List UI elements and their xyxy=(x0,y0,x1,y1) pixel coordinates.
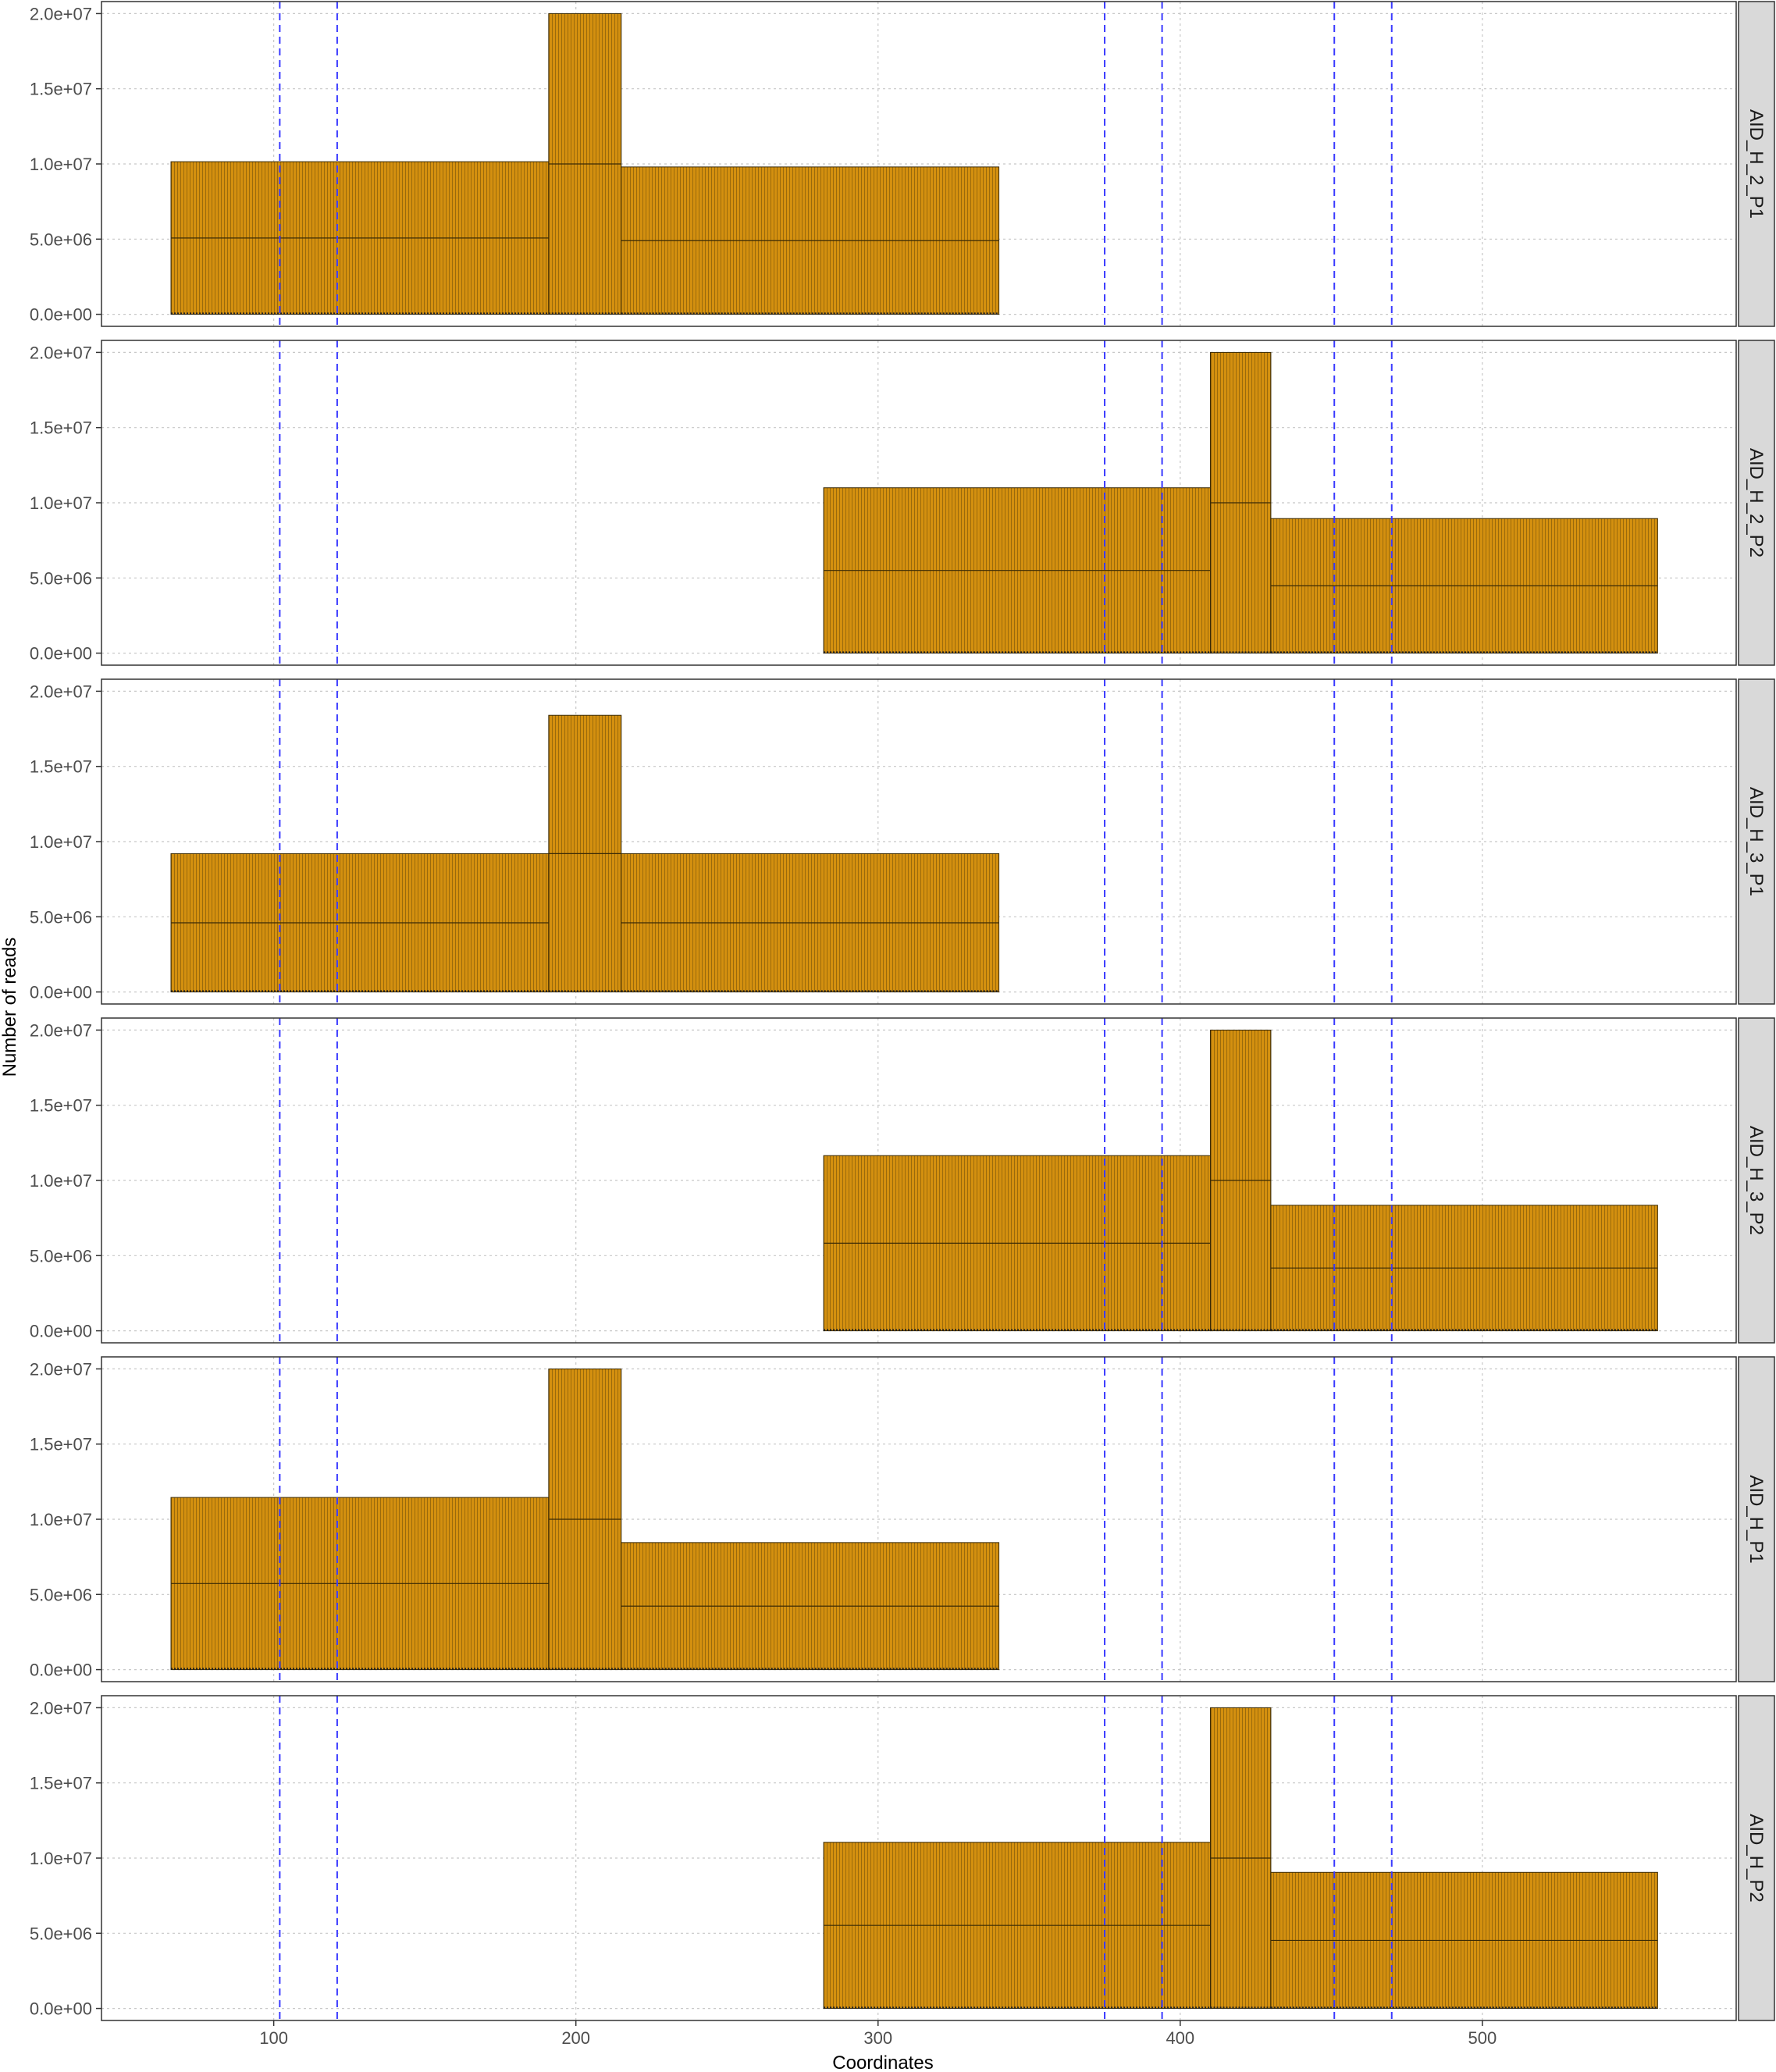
y-tick-label: 2.0e+07 xyxy=(30,1359,92,1379)
y-tick-label: 5.0e+06 xyxy=(30,1246,92,1266)
y-tick-label: 0.0e+00 xyxy=(30,1999,92,2019)
y-tick-label: 5.0e+06 xyxy=(30,907,92,927)
facet-strip xyxy=(1738,1695,1775,2021)
y-tick-label: 5.0e+06 xyxy=(30,1924,92,1943)
y-tick-label: 5.0e+06 xyxy=(30,1585,92,1604)
y-tick-label: 1.0e+07 xyxy=(30,1510,92,1529)
facet-strip xyxy=(1738,340,1775,666)
facet-strips: AID_H_2_P1 AID_H_2_P2 AID_H_3_P1 AID_H_3_P2… xyxy=(1738,1,1775,2021)
facet-strip-label: AID_H_3_P2 xyxy=(1746,1126,1767,1235)
facet-strip xyxy=(1738,1,1775,327)
y-tick-label: 0.0e+00 xyxy=(30,1661,92,1680)
y-tick-label: 1.5e+07 xyxy=(30,1435,92,1454)
y-axes: 0.0e+00 5.0e+06 1.0e+07 1.5e+07 2.0e+07 0.0e+… xyxy=(30,4,101,2019)
x-tick-label: 400 xyxy=(1166,2028,1194,2048)
x-tick-label: 500 xyxy=(1468,2028,1497,2048)
facet-strip xyxy=(1738,1017,1775,1344)
y-tick-label: 1.5e+07 xyxy=(30,757,92,777)
y-tick-label: 1.0e+07 xyxy=(30,832,92,852)
y-tick-label: 1.5e+07 xyxy=(30,80,92,99)
y-tick-label: 1.0e+07 xyxy=(30,1171,92,1191)
facet-strip-label: AID_H_3_P1 xyxy=(1746,787,1767,896)
facet-strip-label: AID_H_2_P1 xyxy=(1746,109,1767,219)
y-tick-label: 2.0e+07 xyxy=(30,4,92,23)
x-axis: 100 200 300 400 500 xyxy=(259,2020,1497,2048)
y-tick-label: 1.5e+07 xyxy=(30,1774,92,1793)
facet-strip-label: AID_H_P1 xyxy=(1746,1475,1767,1563)
y-tick-label: 2.0e+07 xyxy=(30,1020,92,1040)
y-tick-label: 2.0e+07 xyxy=(30,682,92,701)
y-tick-label: 1.5e+07 xyxy=(30,418,92,438)
x-tick-label: 100 xyxy=(259,2028,288,2048)
x-tick-label: 200 xyxy=(561,2028,590,2048)
y-tick-label: 0.0e+00 xyxy=(30,983,92,1002)
facet-strip xyxy=(1738,678,1775,1005)
y-tick-label: 2.0e+07 xyxy=(30,1698,92,1718)
y-tick-label: 1.5e+07 xyxy=(30,1096,92,1116)
reference-lines xyxy=(279,2,1393,2020)
y-axis-title: Number of reads xyxy=(0,938,20,1077)
y-tick-label: 5.0e+06 xyxy=(30,568,92,588)
x-axis-title: Coordinates xyxy=(832,2052,933,2072)
y-tick-label: 0.0e+00 xyxy=(30,1322,92,1341)
x-tick-label: 300 xyxy=(863,2028,892,2048)
y-tick-label: 0.0e+00 xyxy=(30,305,92,325)
facet-strip-label: AID_H_2_P2 xyxy=(1746,448,1767,557)
facet-strip-label: AID_H_P2 xyxy=(1746,1814,1767,1902)
y-tick-label: 1.0e+07 xyxy=(30,493,92,513)
y-tick-label: 2.0e+07 xyxy=(30,343,92,362)
bars xyxy=(170,12,1658,2010)
y-tick-label: 1.0e+07 xyxy=(30,1849,92,1868)
y-tick-label: 1.0e+07 xyxy=(30,155,92,174)
y-tick-label: 0.0e+00 xyxy=(30,644,92,664)
facet-strip xyxy=(1738,1356,1775,1682)
y-tick-label: 5.0e+06 xyxy=(30,230,92,249)
